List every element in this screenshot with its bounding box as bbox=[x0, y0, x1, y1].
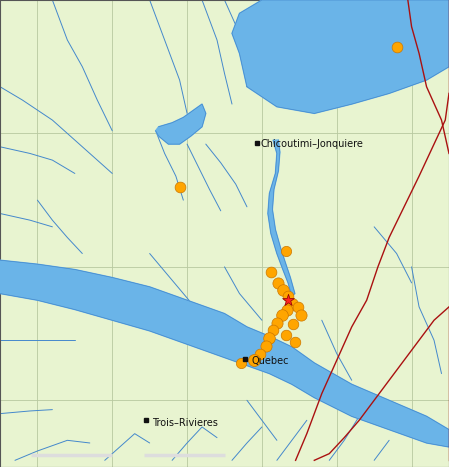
Point bbox=[285, 297, 292, 304]
Point bbox=[294, 303, 301, 311]
Point bbox=[279, 286, 286, 293]
Text: Trois–Rivieres: Trois–Rivieres bbox=[152, 417, 218, 428]
Point bbox=[278, 311, 286, 318]
Point bbox=[262, 342, 269, 349]
Polygon shape bbox=[0, 260, 449, 447]
Point bbox=[285, 292, 292, 300]
Polygon shape bbox=[232, 0, 449, 113]
Point bbox=[393, 43, 400, 50]
Point bbox=[282, 247, 290, 255]
Point bbox=[273, 319, 281, 326]
Point bbox=[267, 269, 274, 276]
Point bbox=[297, 311, 304, 318]
Text: Chicoutimi–Jonquiere: Chicoutimi–Jonquiere bbox=[260, 139, 363, 149]
Point bbox=[282, 331, 290, 339]
Point bbox=[284, 306, 291, 313]
Point bbox=[266, 334, 273, 341]
Point bbox=[238, 359, 245, 367]
Point bbox=[176, 183, 183, 191]
Point bbox=[290, 320, 297, 328]
Polygon shape bbox=[156, 104, 206, 144]
Point bbox=[269, 326, 277, 333]
Point bbox=[251, 356, 258, 364]
Polygon shape bbox=[268, 140, 295, 296]
Text: Quebec: Quebec bbox=[251, 356, 289, 366]
Point bbox=[288, 300, 295, 308]
Point bbox=[291, 338, 299, 345]
Point bbox=[275, 279, 282, 287]
Point bbox=[256, 350, 263, 357]
